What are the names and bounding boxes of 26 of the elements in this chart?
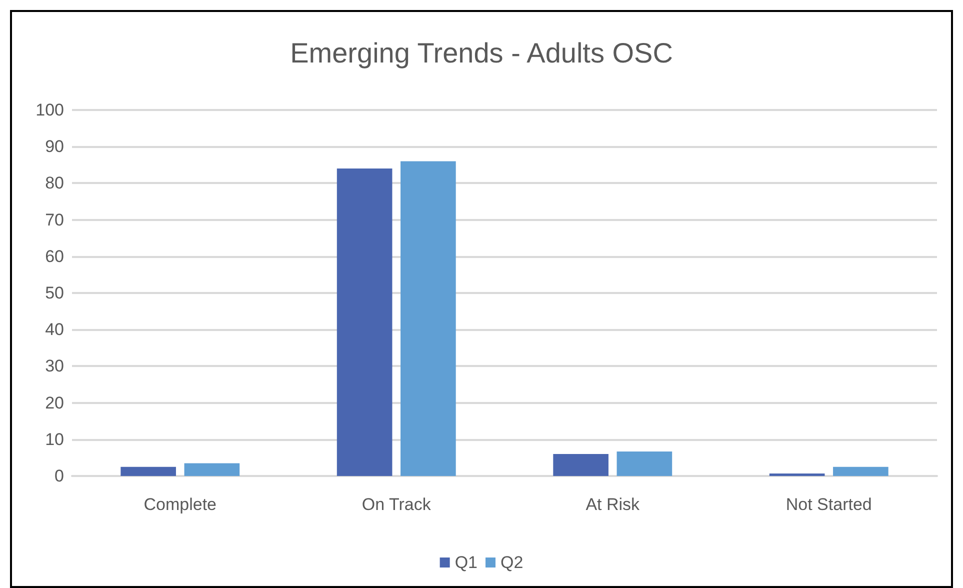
bar bbox=[769, 473, 825, 476]
bar bbox=[184, 463, 240, 476]
bar bbox=[400, 161, 456, 476]
y-tick-label: 60 bbox=[45, 246, 64, 266]
bar bbox=[833, 466, 888, 476]
x-tick-label: Not Started bbox=[786, 495, 872, 514]
bar bbox=[553, 454, 608, 476]
y-tick-label: 10 bbox=[45, 430, 64, 449]
bar bbox=[616, 451, 672, 476]
y-tick-label: 80 bbox=[45, 174, 64, 193]
bar bbox=[120, 466, 176, 476]
y-tick-label: 0 bbox=[54, 466, 64, 486]
legend-label: Q1 bbox=[454, 553, 478, 572]
y-tick-label: 30 bbox=[45, 356, 64, 376]
y-tick-label: 20 bbox=[45, 393, 64, 412]
y-tick-label: 40 bbox=[45, 320, 64, 340]
x-tick-label: At Risk bbox=[586, 495, 640, 514]
y-tick-label: 90 bbox=[45, 137, 64, 156]
y-tick-label: 70 bbox=[45, 210, 64, 230]
y-tick-label: 100 bbox=[36, 100, 64, 120]
bar bbox=[336, 168, 392, 476]
chart-title: Emerging Trends - Adults OSC bbox=[290, 38, 673, 68]
legend-label: Q2 bbox=[500, 553, 524, 572]
x-tick-label: Complete bbox=[144, 495, 217, 514]
x-tick-label: On Track bbox=[362, 495, 432, 514]
y-tick-label: 50 bbox=[45, 284, 64, 302]
